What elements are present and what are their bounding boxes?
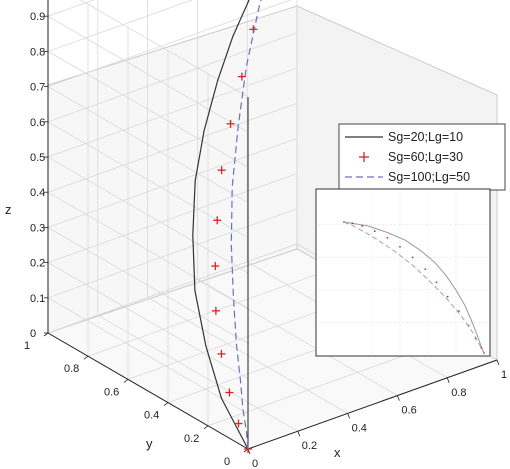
y-tick-label: 0.6 xyxy=(104,386,119,398)
data-point-plus xyxy=(234,419,243,428)
inset-frame xyxy=(315,188,491,357)
inset-plot xyxy=(315,188,491,357)
grid-line xyxy=(197,279,398,396)
z-tick-label: 0.2 xyxy=(30,258,45,270)
y-tick xyxy=(43,332,49,337)
z-tick-label: 0.7 xyxy=(30,82,45,94)
inset-data-point xyxy=(361,225,364,227)
x-axis-label: x xyxy=(334,445,341,460)
legend: Sg=20;Lg=10 Sg=60;Lg=30 Sg=100;Lg=50 xyxy=(338,123,506,191)
z-tick-label: 0 xyxy=(30,328,36,340)
y-tick-label: 0.4 xyxy=(144,410,159,422)
inset-data-point xyxy=(446,295,449,298)
inset-data-point xyxy=(424,268,427,271)
grid-line xyxy=(87,266,338,357)
x-tick xyxy=(347,413,350,419)
x-tick-label: 0.4 xyxy=(352,422,367,434)
axes: 00.20.40.60.8100.20.40.60.8100.10.20.30.… xyxy=(24,0,507,469)
series-layer xyxy=(192,0,262,453)
x-tick-label: 0.8 xyxy=(451,387,466,399)
z-tick-label: 0.4 xyxy=(30,187,45,199)
legend-swatch-plus xyxy=(359,152,369,162)
inset-data-point xyxy=(411,256,414,259)
z-axis-label: z xyxy=(5,202,12,217)
x-tick-label: 1 xyxy=(501,369,507,381)
y-axis-label: y xyxy=(146,436,153,451)
data-point-plus xyxy=(213,216,222,225)
y-tick xyxy=(123,379,129,383)
y-tick xyxy=(203,425,209,430)
x-axis-line xyxy=(247,359,498,450)
x-tick xyxy=(496,359,500,366)
series-line-dashed xyxy=(230,0,262,450)
z-tick-label: 0.9 xyxy=(30,11,45,23)
inset-data-point xyxy=(435,281,438,284)
y-tick-label: 0.8 xyxy=(64,363,79,375)
x-tick xyxy=(446,377,450,383)
x-tick-label: 0 xyxy=(252,458,258,469)
x-tick xyxy=(397,395,400,401)
y-tick-label: 1 xyxy=(24,340,30,352)
data-point-plus xyxy=(226,119,235,128)
inset-series-line xyxy=(343,221,485,354)
grid-line xyxy=(97,314,299,432)
y-tick-label: 0 xyxy=(224,456,230,468)
series-line-solid xyxy=(192,0,250,450)
inset-series-line xyxy=(343,221,485,354)
x-tick-label: 0.2 xyxy=(302,440,317,452)
inset-data-point xyxy=(386,236,389,239)
x-tick-label: 0.6 xyxy=(401,405,416,417)
z-tick-label: 0.3 xyxy=(30,222,45,234)
x-tick xyxy=(297,431,301,437)
data-point-plus xyxy=(225,388,234,397)
grid-line xyxy=(79,0,249,98)
data-point-plus xyxy=(217,166,226,175)
inset-data-point xyxy=(351,222,354,225)
legend-label: Sg=60;Lg=30 xyxy=(388,150,463,164)
y-tick xyxy=(83,355,89,360)
inset-data-point xyxy=(373,230,376,233)
data-point-plus xyxy=(211,262,220,271)
z-tick-label: 0.6 xyxy=(30,117,45,129)
y-axis-line xyxy=(47,332,249,450)
y-tick xyxy=(163,402,169,406)
z-tick-label: 0.8 xyxy=(30,46,45,58)
y-tick-label: 0.2 xyxy=(184,433,199,445)
legend-label: Sg=20;Lg=10 xyxy=(388,130,463,144)
inset-data-point xyxy=(399,245,401,248)
legend-label: Sg=100;Lg=50 xyxy=(388,170,470,184)
data-point-plus xyxy=(237,72,246,81)
inset-series xyxy=(343,221,485,354)
data-point-plus xyxy=(211,306,220,315)
z-tick-label: 0.1 xyxy=(30,293,45,305)
data-point-plus xyxy=(217,349,226,358)
z-tick-label: 0.5 xyxy=(30,152,45,164)
inset-data-point xyxy=(457,310,460,312)
